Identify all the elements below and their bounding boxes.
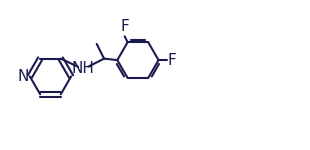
Text: N: N	[18, 69, 29, 84]
Text: F: F	[167, 53, 176, 68]
Text: NH: NH	[71, 61, 94, 76]
Text: F: F	[120, 19, 129, 34]
